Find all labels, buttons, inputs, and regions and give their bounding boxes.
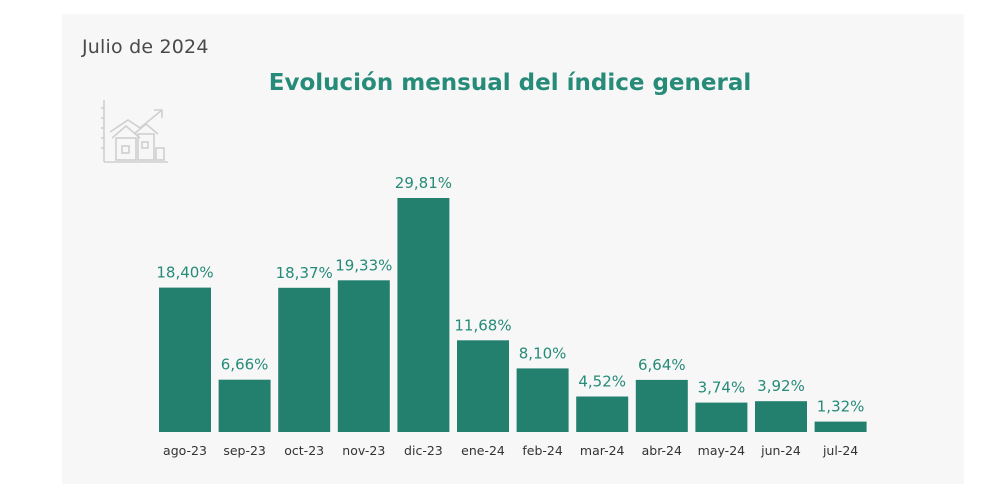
value-label-jul-24: 1,32% (817, 398, 865, 416)
bar-ago-23 (159, 287, 211, 432)
value-label-may-24: 3,74% (698, 379, 746, 397)
category-label-feb-24: feb-24 (522, 443, 562, 458)
value-label-mar-24: 4,52% (578, 373, 626, 391)
chart-title: Evolución mensual del índice general (268, 70, 752, 96)
category-label-nov-23: nov-23 (342, 443, 385, 458)
value-label-oct-23: 18,37% (276, 264, 333, 282)
category-label-mar-24: mar-24 (580, 443, 625, 458)
category-label-jul-24: jul-24 (822, 443, 858, 458)
bar-ene-24 (457, 340, 509, 432)
chart-panel (62, 14, 964, 484)
bar-mar-24 (576, 396, 629, 432)
value-label-jun-24: 3,92% (757, 377, 805, 395)
report-date: Julio de 2024 (82, 36, 209, 58)
category-label-dic-23: dic-23 (404, 443, 443, 458)
value-label-nov-23: 19,33% (335, 256, 392, 274)
category-label-ene-24: ene-24 (461, 443, 505, 458)
value-label-dic-23: 29,81% (395, 174, 452, 192)
category-label-jun-24: jun-24 (760, 443, 801, 458)
bar-jun-24 (755, 401, 807, 432)
bar-oct-23 (278, 287, 331, 432)
bar-may-24 (695, 402, 748, 432)
house-growth-chart-icon (101, 100, 168, 163)
category-label-may-24: may-24 (698, 443, 745, 458)
bar-sep-23 (218, 379, 271, 432)
value-label-ene-24: 11,68% (454, 316, 511, 334)
value-label-sep-23: 6,66% (221, 356, 269, 374)
bar-feb-24 (516, 368, 569, 432)
bar-abr-24 (635, 379, 688, 432)
bar-nov-23 (337, 280, 390, 432)
category-label-oct-23: oct-23 (284, 443, 324, 458)
value-label-feb-24: 8,10% (519, 344, 567, 362)
bar-dic-23 (397, 198, 450, 432)
category-label-ago-23: ago-23 (163, 443, 207, 458)
bar-jul-24 (814, 421, 867, 432)
category-label-abr-24: abr-24 (642, 443, 682, 458)
value-label-abr-24: 6,64% (638, 356, 686, 374)
value-label-ago-23: 18,40% (156, 264, 213, 282)
category-label-sep-23: sep-23 (223, 443, 266, 458)
